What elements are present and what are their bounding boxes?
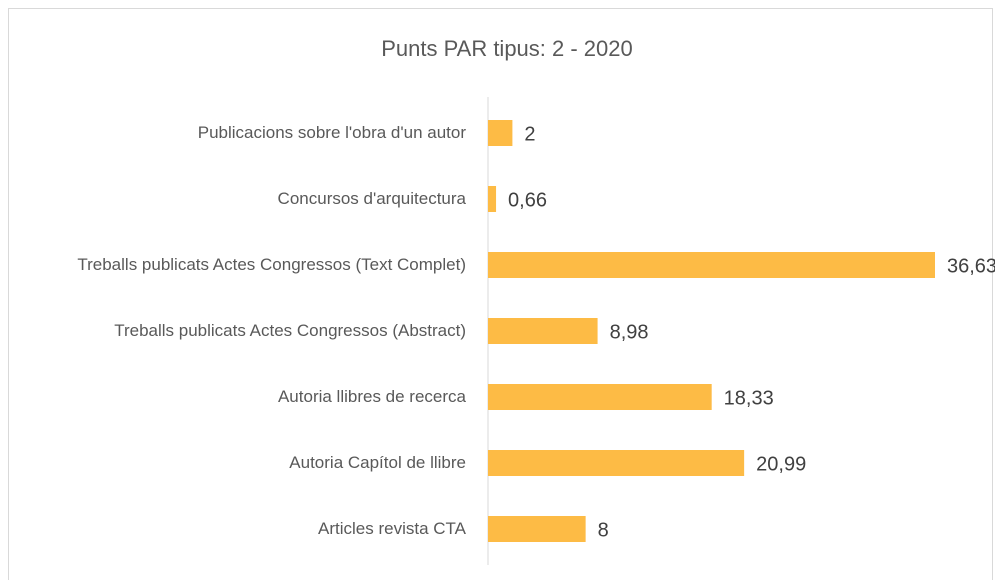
chart-frame xyxy=(8,8,993,580)
category-label: Autoria Capítol de llibre xyxy=(6,452,466,474)
category-label: Concursos d'arquitectura xyxy=(6,188,466,210)
category-label: Treballs publicats Actes Congressos (Tex… xyxy=(6,254,466,276)
category-label: Articles revista CTA xyxy=(6,518,466,540)
category-label-text: Autoria llibres de recerca xyxy=(277,387,466,406)
bar xyxy=(488,516,586,542)
value-label: 20,99 xyxy=(756,453,806,475)
value-label: 2 xyxy=(524,123,535,145)
value-label: 36,63 xyxy=(947,255,995,277)
category-label: Publicacions sobre l'obra d'un autor xyxy=(6,122,466,144)
bar xyxy=(488,450,745,476)
bar xyxy=(488,384,712,410)
category-label-text: Treballs publicats Actes Congressos (Tex… xyxy=(77,255,466,274)
value-label: 8,98 xyxy=(610,321,649,343)
category-label: Treballs publicats Actes Congressos (Abs… xyxy=(6,320,466,342)
category-label-text: Publicacions sobre l'obra d'un autor xyxy=(197,123,466,142)
value-label: 0,66 xyxy=(508,189,547,211)
category-label-text: Concursos d'arquitectura xyxy=(277,189,466,208)
category-label-text: Articles revista CTA xyxy=(318,519,466,538)
category-label-text: Autoria Capítol de llibre xyxy=(289,453,466,472)
category-label: Autoria llibres de recerca xyxy=(6,386,466,408)
bar xyxy=(488,120,513,146)
value-label: 8 xyxy=(598,519,609,541)
category-label-text: Treballs publicats Actes Congressos (Abs… xyxy=(114,321,466,340)
bar xyxy=(488,186,497,212)
chart-title: Punts PAR tipus: 2 - 2020 xyxy=(381,36,633,61)
bar xyxy=(488,318,598,344)
bar xyxy=(488,252,935,278)
value-label: 18,33 xyxy=(724,387,774,409)
